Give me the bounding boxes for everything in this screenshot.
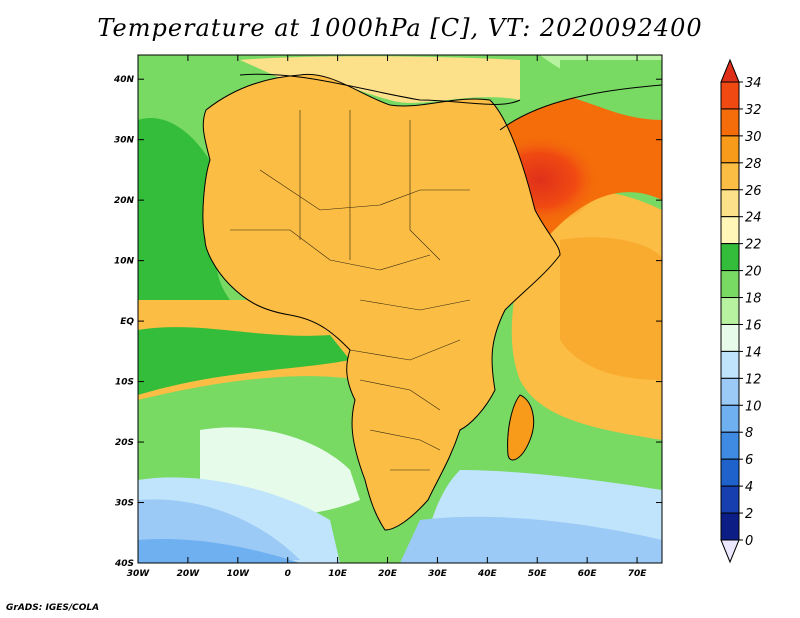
y-tick-label: 20S bbox=[115, 438, 134, 448]
equatorial-green-band bbox=[138, 327, 350, 395]
near-east-region bbox=[560, 60, 662, 120]
x-tick-label: 50E bbox=[528, 569, 548, 579]
colorbar-label: 16 bbox=[745, 318, 762, 333]
x-tick-label: 30E bbox=[428, 569, 448, 579]
plot-frame bbox=[137, 54, 663, 564]
colorbar-label: 28 bbox=[745, 157, 762, 172]
atlantic-warm-band bbox=[138, 118, 230, 300]
colorbar-label: 4 bbox=[745, 480, 753, 495]
x-tick-label: 40E bbox=[477, 569, 498, 579]
map-title: Temperature at 1000hPa [C], VT: 20200924… bbox=[97, 14, 703, 42]
colorbar-label: 14 bbox=[745, 345, 762, 360]
colorbar-swatch bbox=[720, 404, 740, 433]
x-tick-label: 20W bbox=[177, 569, 201, 579]
colorbar-swatch bbox=[720, 297, 740, 325]
colorbar-label: 8 bbox=[745, 426, 753, 441]
country-borders bbox=[230, 110, 471, 471]
x-tick-label: 70E bbox=[628, 569, 648, 579]
colorbar-label: 20 bbox=[745, 265, 762, 280]
y-tick-label: 30N bbox=[114, 136, 135, 146]
y-tick-label: 40N bbox=[113, 75, 135, 85]
southern-coldest-zone bbox=[138, 539, 300, 563]
colorbar-swatch bbox=[720, 323, 740, 352]
x-tick-label: 30W bbox=[127, 569, 151, 579]
colorbar-swatch bbox=[720, 81, 740, 110]
colorbar-bottom-arrow bbox=[720, 539, 740, 564]
y-tick-label: EQ bbox=[120, 317, 134, 327]
y-tick-label: 20N bbox=[114, 196, 135, 206]
madagascar bbox=[507, 395, 534, 460]
southern-indian-colder-zone bbox=[400, 516, 662, 563]
colorbar-swatch bbox=[720, 189, 740, 218]
colorbar-swatch bbox=[720, 512, 740, 541]
colorbar-swatch bbox=[720, 243, 740, 272]
colorbar-label: 12 bbox=[745, 372, 762, 387]
colorbar-swatch bbox=[720, 270, 740, 299]
x-tick-label: 10W bbox=[227, 569, 251, 579]
colorbar-label: 6 bbox=[745, 453, 753, 468]
colorbar-swatch bbox=[720, 431, 740, 460]
colorbar-swatch bbox=[720, 162, 740, 191]
colorbar-label: 32 bbox=[745, 103, 762, 118]
x-tick-label: 0 bbox=[285, 569, 291, 579]
colorbar-label: 22 bbox=[745, 238, 762, 253]
y-tick-label: 40S bbox=[114, 559, 134, 569]
coastlines bbox=[202, 73, 662, 531]
colorbar-swatch bbox=[720, 108, 740, 137]
x-tick-label: 10E bbox=[328, 569, 348, 579]
colorbar-swatch bbox=[720, 350, 740, 379]
x-tick-label: 20E bbox=[378, 569, 398, 579]
colorbar-swatch bbox=[720, 377, 740, 406]
colorbar-label: 26 bbox=[745, 184, 762, 199]
colorbar-top-arrow bbox=[720, 58, 740, 83]
colorbar-swatch bbox=[720, 485, 740, 514]
y-tick-label: 10N bbox=[114, 257, 135, 267]
y-tick-label: 10S bbox=[115, 378, 134, 388]
temperature-field bbox=[138, 55, 662, 563]
y-tick-label: 30S bbox=[115, 499, 134, 509]
colorbar-label: 24 bbox=[745, 211, 762, 226]
colorbar-swatch bbox=[720, 216, 740, 245]
indian-ocean-hot-zone bbox=[560, 237, 662, 380]
mediterranean-region bbox=[240, 56, 520, 103]
grads-credit: GrADS: IGES/COLA bbox=[6, 603, 100, 613]
colorbar-label: 2 bbox=[745, 507, 753, 522]
colorbar-label: 34 bbox=[745, 76, 762, 91]
x-axis: 30W 20W 10W 0 10E 20E 30E 40E 50E 60E 70E bbox=[127, 55, 647, 579]
colorbar-label: 18 bbox=[745, 292, 762, 307]
colorbar-label: 30 bbox=[745, 130, 762, 145]
y-axis: 40N 30N 20N 10N EQ 10S 20S 30S 40S bbox=[113, 75, 662, 569]
colorbar-label: 0 bbox=[745, 534, 753, 549]
colorbar-swatch bbox=[720, 135, 740, 164]
colorbar-label: 10 bbox=[745, 399, 762, 414]
x-tick-label: 60E bbox=[578, 569, 598, 579]
colorbar-swatch bbox=[720, 458, 740, 487]
